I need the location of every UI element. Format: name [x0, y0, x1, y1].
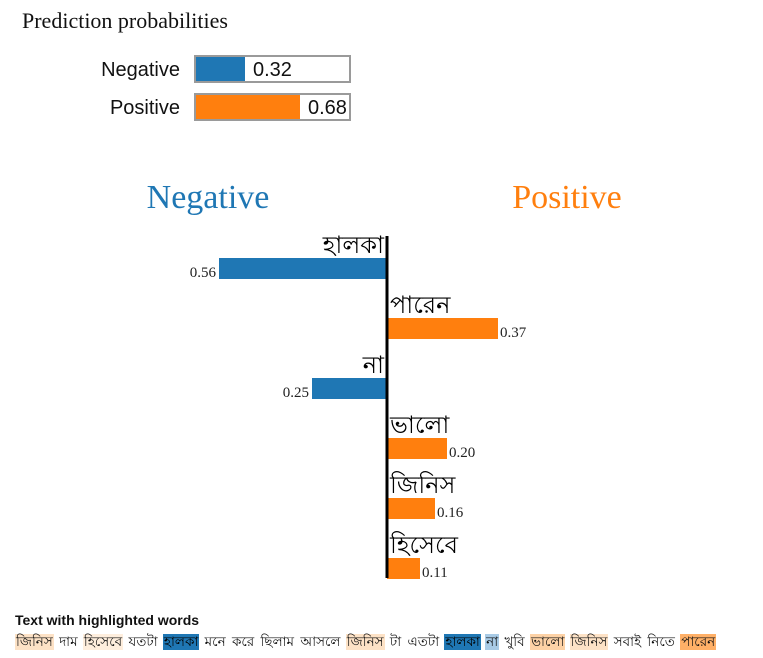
highlighted-token: টা [389, 634, 402, 650]
feature-value-0: 0.56 [190, 265, 217, 281]
highlighted-token: এতটা [407, 634, 440, 650]
feature-word-5: হিসেবে [389, 531, 459, 559]
prediction-label-positive: Positive [109, 97, 180, 119]
prediction-value-positive: 0.68 [308, 97, 347, 119]
highlighted-text-title: Text with highlighted words [15, 612, 200, 628]
class-title-negative: Negative [147, 179, 270, 216]
feature-bar-3 [387, 438, 447, 459]
feature-value-1: 0.37 [500, 325, 527, 341]
highlighted-token: দাম [59, 634, 78, 650]
highlighted-token: মনে [204, 634, 226, 650]
feature-bar-5 [387, 558, 420, 579]
highlighted-token: হালকা [444, 634, 481, 650]
prediction-fill-negative [196, 57, 245, 81]
highlighted-token: না [485, 634, 500, 650]
highlighted-token: হিসেবে [82, 634, 124, 650]
feature-bar-0 [219, 258, 387, 279]
highlighted-token: ভালো [529, 634, 566, 650]
feature-word-3: ভালো [389, 411, 450, 439]
prediction-bar-positive: 0.68 [194, 93, 351, 121]
feature-value-5: 0.11 [422, 565, 448, 581]
highlighted-token: করে [231, 634, 255, 650]
feature-bar-4 [387, 498, 435, 519]
class-title-positive: Positive [512, 179, 622, 216]
feature-bar-1 [387, 318, 498, 339]
prediction-fill-positive [196, 95, 300, 119]
feature-weights-chart: Negative Positive হালকা 0.56 পারেন 0.37 না 0.25… [147, 179, 622, 581]
highlighted-token: জিনিস [345, 634, 385, 650]
prediction-value-negative: 0.32 [253, 59, 292, 81]
feature-bar-2 [312, 378, 387, 399]
prediction-row-negative: Negative [0, 55, 180, 85]
highlighted-token: ছিলাম [260, 634, 295, 650]
highlighted-token: হালকা [162, 634, 200, 650]
feature-word-2: না [362, 351, 385, 379]
feature-value-4: 0.16 [437, 505, 464, 521]
prediction-probabilities-title: Prediction probabilities [22, 8, 228, 33]
highlighted-token: পারেন [680, 634, 717, 650]
feature-value-2: 0.25 [283, 385, 309, 401]
prediction-bar-negative: 0.32 [194, 55, 351, 83]
highlighted-token: খুবি [504, 634, 525, 650]
feature-value-3: 0.20 [449, 445, 475, 461]
prediction-row-positive: Positive [0, 93, 180, 123]
highlighted-token: নিতে [647, 634, 675, 650]
feature-word-0: হালকা [322, 231, 385, 259]
prediction-label-negative: Negative [101, 59, 180, 81]
highlighted-token: আসলে [300, 634, 341, 650]
feature-word-4: জিনিস [389, 471, 457, 499]
highlighted-token: যতটা [128, 634, 158, 650]
feature-word-1: পারেন [390, 291, 451, 319]
highlighted-token: সবাই [613, 634, 642, 650]
highlighted-token: জিনিস [569, 634, 609, 650]
highlighted-text-body: জিনিস দাম হিসেবে যতটা হালকা মনে করে ছিলা… [15, 631, 717, 654]
highlighted-token: জিনিস [15, 634, 54, 650]
